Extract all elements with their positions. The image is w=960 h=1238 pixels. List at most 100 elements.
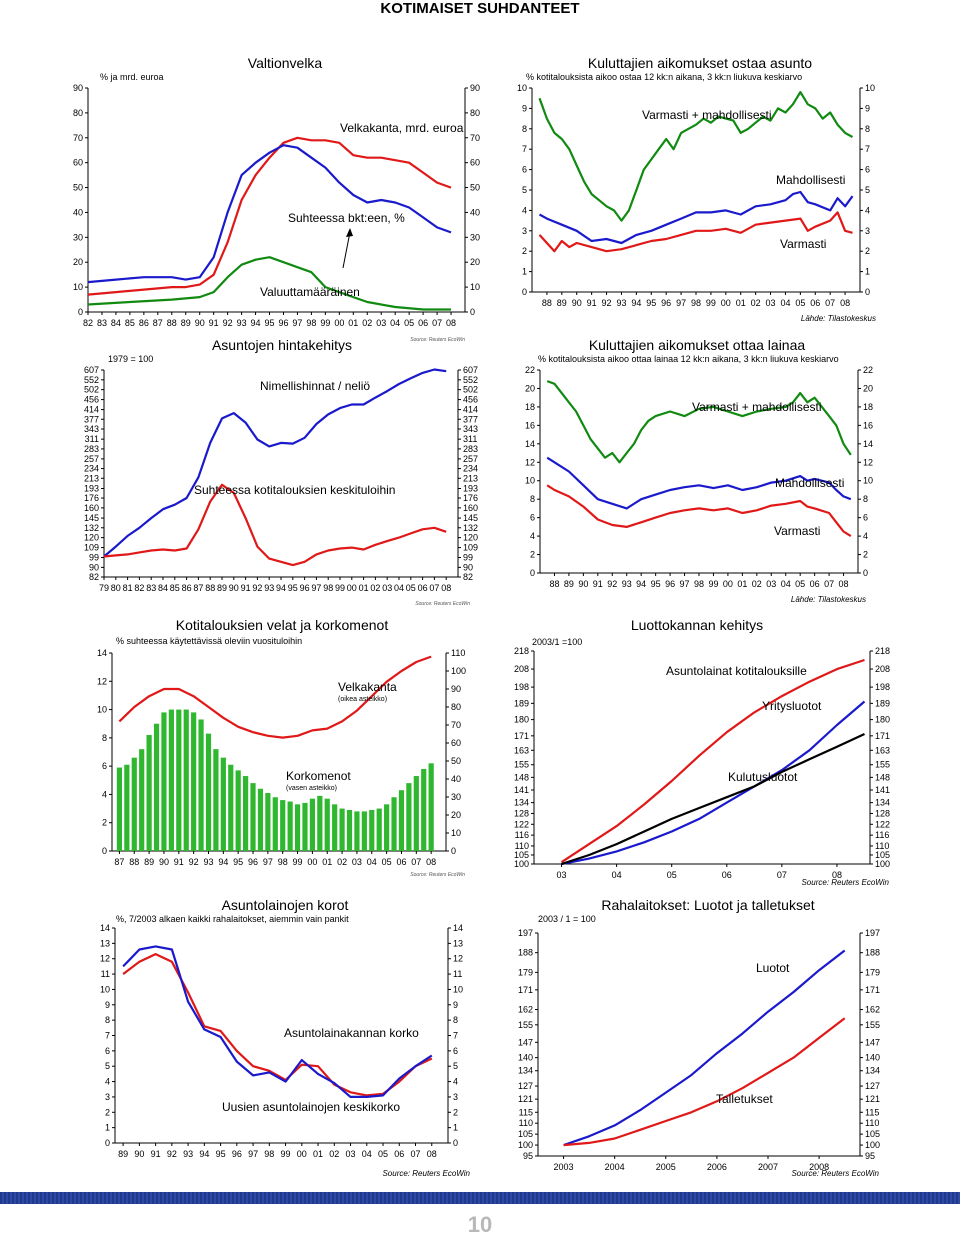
bar-korkomenot [346,809,353,851]
y-tick-label-left: 234 [84,464,99,474]
bar-korkomenot [265,793,271,851]
x-tick-label: 90 [159,857,169,867]
y-tick-label-left: 5 [105,1061,110,1071]
x-tick-label: 85 [170,583,180,593]
x-tick-label: 92 [223,318,233,328]
x-tick-label: 98 [694,579,704,589]
y-tick-label-left: 8 [102,733,107,743]
y-tick-label-right: 70 [470,133,480,143]
y-tick-label-right: 109 [463,543,478,553]
series-suhteessa-kotitalouksien-keskituloihin [103,483,447,567]
y-tick-label-left: 5 [522,185,527,195]
x-tick-label: 07 [825,298,835,308]
chart-title: Rahalaitokset: Luotot ja talletukset [601,897,814,913]
y-tick-label-right: 0 [470,307,475,317]
x-tick-label: 95 [265,318,275,328]
bar-korkomenot [213,749,219,851]
chart-asuntolainojen-korot: Asuntolainojen korot%, 7/2003 alkaen kai… [100,897,471,1178]
y-tick-label-left: 6 [102,761,107,771]
bar-korkomenot [139,749,145,851]
annotation-label: Varmasti [780,237,826,251]
y-tick-label-right: 110 [865,1118,879,1128]
x-tick-label: 96 [665,579,675,589]
x-tick-label: 00 [721,298,731,308]
y-tick-label-left: 80 [73,108,83,118]
x-tick-label: 88 [205,583,215,593]
x-tick-label: 89 [217,583,227,593]
y-tick-label-left: 171 [514,731,529,741]
bar-korkomenot [280,800,286,851]
y-tick-label-right: 20 [451,810,461,820]
bar-korkomenot [146,735,152,851]
y-tick-label-right: 155 [875,760,890,770]
y-tick-label-right: 3 [453,1092,458,1102]
y-tick-label-left: 197 [518,928,533,938]
x-tick-label: 04 [390,318,400,328]
y-tick-label-left: 9 [522,103,527,113]
y-tick-label-right: 2 [863,550,868,560]
bar-korkomenot [376,808,382,851]
y-tick-label-right: 82 [463,572,473,582]
chart-title: Valtionvelka [248,55,323,71]
y-tick-label-right: 30 [451,792,461,802]
y-tick-label-left: 20 [73,257,83,267]
y-tick-label-right: 105 [865,1129,880,1139]
y-tick-label-left: 377 [84,414,99,424]
chart-subtitle: % ja mrd. euroa [100,72,164,82]
y-tick-label-left: 2 [102,818,107,828]
annotation-label: Nimellishinnat / neliö [260,379,370,393]
y-tick-label-right: 189 [875,698,890,708]
y-tick-label-right: 160 [463,503,478,513]
bar-korkomenot [161,712,167,851]
bar-korkomenot [168,709,174,851]
y-tick-label-left: 105 [514,850,529,860]
x-tick-label: 88 [542,298,552,308]
y-tick-label-left: 4 [102,789,107,799]
y-tick-label-right: 162 [865,1005,880,1015]
x-tick-label: 91 [209,318,219,328]
y-tick-label-right: 218 [875,646,890,656]
chart-source: Source: Reuters EcoWin [410,337,465,343]
x-tick-label: 02 [370,583,380,593]
y-tick-label-left: 127 [518,1081,533,1091]
x-tick-label: 90 [195,318,205,328]
y-tick-label-right: 3 [865,226,870,236]
y-tick-label-left: 141 [514,785,529,795]
x-tick-label: 04 [362,1149,372,1159]
x-tick-label: 05 [795,579,805,589]
chart-ostaa-asunto: Kuluttajien aikomukset ostaa asunto% kot… [517,55,876,323]
y-tick-label-right: 12 [453,954,463,964]
x-tick-label: 95 [233,857,243,867]
x-tick-label: 96 [232,1149,242,1159]
x-tick-label: 08 [426,857,436,867]
series-varmasti-mahdollisesti [538,91,854,222]
footer-band [0,1192,960,1204]
y-tick-label-right: 50 [470,183,480,193]
x-tick-label: 01 [737,579,747,589]
x-tick-label: 92 [252,583,262,593]
y-tick-label-right: 16 [863,420,873,430]
x-tick-label: 02 [751,298,761,308]
x-tick-label: 84 [111,318,121,328]
bar-korkomenot [354,811,360,851]
y-tick-label-left: 502 [84,385,99,395]
y-tick-label-left: 90 [89,562,99,572]
bar-korkomenot [294,804,301,851]
y-tick-label-left: 10 [73,282,83,292]
y-tick-label-right: 377 [463,414,478,424]
x-tick-label: 01 [348,318,358,328]
y-tick-label-right: 60 [451,738,461,748]
x-tick-label: 90 [578,579,588,589]
y-tick-label-left: 9 [105,1000,110,1010]
chart-luotot-ja-talletukset: Rahalaitokset: Luotot ja talletukset 2003… [518,897,880,1178]
y-tick-label-right: 10 [863,476,873,486]
y-tick-label-right: 1 [453,1123,458,1133]
y-tick-label-right: 5 [453,1061,458,1071]
y-tick-label-left: 456 [84,395,99,405]
chart-title: Kotitalouksien velat ja korkomenot [176,617,389,633]
x-tick-label: 06 [810,579,820,589]
y-tick-label-left: 7 [522,144,527,154]
y-tick-label-right: 100 [865,1140,880,1150]
x-tick-label: 03 [382,583,392,593]
x-tick-label: 87 [114,857,124,867]
